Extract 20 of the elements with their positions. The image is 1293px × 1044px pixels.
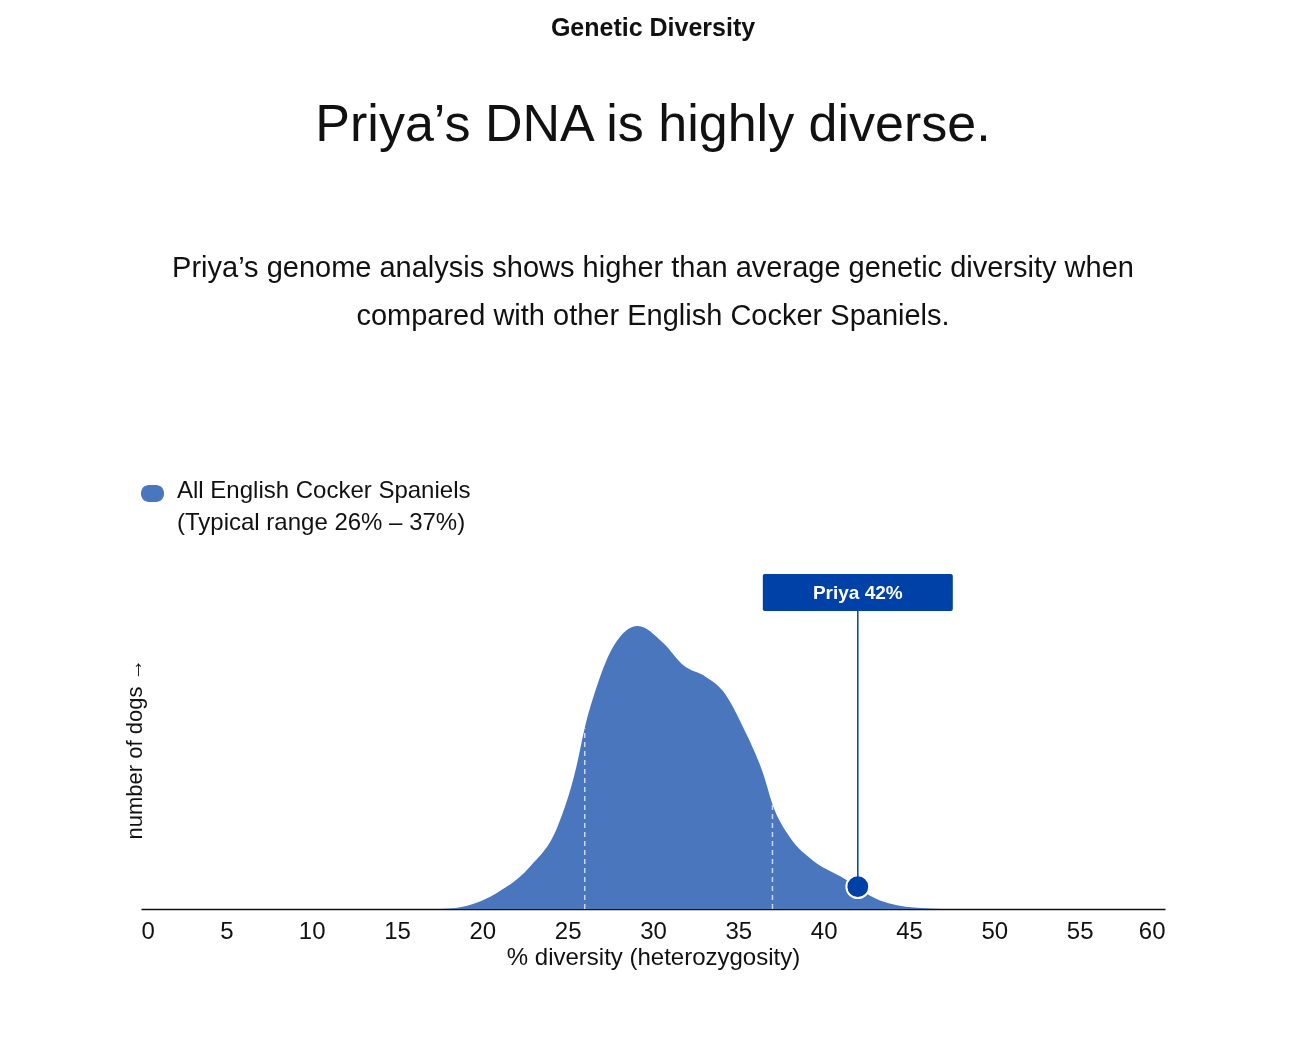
y-axis-title: number of dogs → bbox=[122, 658, 147, 840]
x-tick-label: 45 bbox=[896, 916, 923, 944]
x-tick-label: 20 bbox=[469, 916, 497, 944]
x-tick-label: 10 bbox=[298, 916, 326, 944]
chart-title: Genetic Diversity bbox=[550, 13, 756, 41]
x-tick-label: 30 bbox=[640, 916, 667, 944]
x-tick-label: 55 bbox=[1066, 916, 1094, 944]
legend-label: All English Cocker Spaniels (Typical range 26% – 37%) bbox=[177, 476, 471, 535]
annotation: Priya 42% bbox=[812, 582, 903, 603]
x-tick-label: 15 bbox=[384, 916, 411, 944]
x-tick-label: 0 bbox=[141, 916, 155, 944]
x-tick-label: 35 bbox=[725, 916, 753, 944]
text: Priya’s genome analysis shows higher than average genetic diversity when compared with other English Cocker Spaniels. bbox=[172, 251, 1134, 331]
x-axis-title: % diversity (heterozygosity) bbox=[506, 942, 801, 970]
chart-subtitle: Priya’s DNA is highly diverse. bbox=[315, 94, 991, 152]
x-tick-label: 25 bbox=[554, 916, 582, 944]
x-tick-label: 5 bbox=[220, 916, 234, 944]
x-tick-label: 50 bbox=[981, 916, 1009, 944]
x-tick-label: 40 bbox=[810, 916, 838, 944]
x-tick-label: 60 bbox=[1138, 916, 1166, 944]
